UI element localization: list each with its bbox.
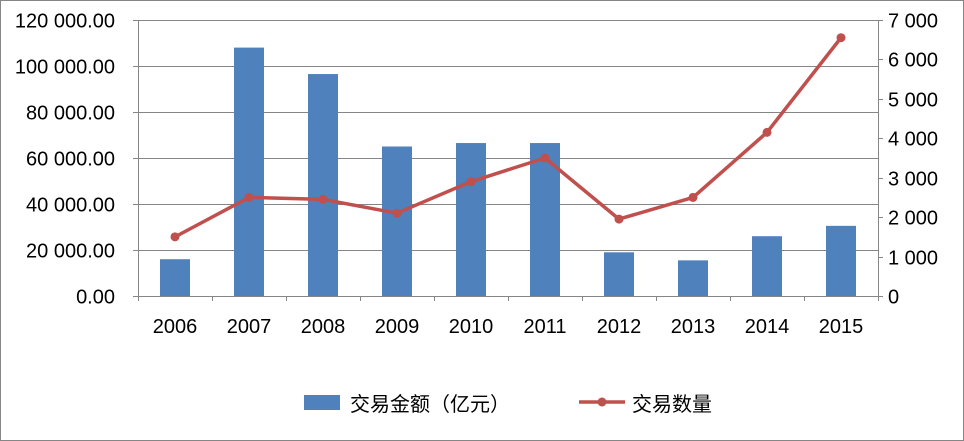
line-point-2010 xyxy=(466,177,476,187)
left-axis-tick-label: 20 000.00 xyxy=(26,241,115,263)
x-axis-tick-label: 2008 xyxy=(301,316,346,338)
left-axis-tick-label: 100 000.00 xyxy=(15,57,115,79)
x-axis-tick-label: 2013 xyxy=(671,316,716,338)
x-axis-tick-label: 2014 xyxy=(745,316,790,338)
right-axis-tick-label: 3 000 xyxy=(888,169,938,191)
bar-2013 xyxy=(678,260,708,296)
x-axis-tick-label: 2009 xyxy=(375,316,420,338)
bar-2015 xyxy=(826,225,856,296)
line-point-2011 xyxy=(540,153,550,163)
right-axis-tick-label: 1 000 xyxy=(888,248,938,270)
x-axis-tick-label: 2007 xyxy=(227,316,272,338)
legend-label-count: 交易数量 xyxy=(632,393,712,416)
bar-2008 xyxy=(308,74,338,296)
right-axis-tick-label: 6 000 xyxy=(888,50,938,72)
bar-2009 xyxy=(382,146,412,296)
bar-2011 xyxy=(530,143,560,296)
bar-2014 xyxy=(752,236,782,296)
axes xyxy=(133,20,883,301)
bar-2007 xyxy=(234,47,264,296)
line-point-2009 xyxy=(392,208,402,218)
line-point-2007 xyxy=(244,192,254,202)
line-point-2015 xyxy=(836,33,846,43)
right-axis-tick-label: 4 000 xyxy=(888,129,938,151)
x-axis-tick-label: 2011 xyxy=(523,316,566,338)
legend-label-amount: 交易金额（亿元） xyxy=(350,393,510,416)
axis-labels: 0.00 20 000.00 40 000.00 60 000.00 80 000.00… xyxy=(15,11,938,339)
x-axis-tick-label: 2006 xyxy=(153,316,198,338)
left-axis-tick-label: 120 000.00 xyxy=(15,11,115,33)
left-axis-tick-label: 60 000.00 xyxy=(26,149,115,171)
x-axis-tick-label: 2012 xyxy=(597,316,642,338)
legend: 交易金额（亿元） 交易数量 xyxy=(304,393,712,416)
line-path xyxy=(173,35,843,239)
line-point-2006 xyxy=(170,232,180,242)
legend-swatch-bar xyxy=(304,395,340,410)
bar-series xyxy=(160,47,856,296)
right-axis-tick-label: 5 000 xyxy=(888,90,938,112)
left-axis-tick-label: 80 000.00 xyxy=(26,103,115,125)
right-axis-tick-label: 0 xyxy=(888,287,899,309)
line-point-2014 xyxy=(762,127,772,137)
bar-2012 xyxy=(604,252,634,296)
line-point-2012 xyxy=(614,214,624,224)
right-axis-tick-label: 7 000 xyxy=(888,11,938,33)
right-axis-tick-label: 2 000 xyxy=(888,208,938,230)
line-point-2008 xyxy=(318,194,328,204)
legend-swatch-marker xyxy=(597,397,607,407)
line-point-2013 xyxy=(688,192,698,202)
left-axis-tick-label: 40 000.00 xyxy=(26,195,115,217)
bar-2010 xyxy=(456,143,486,296)
line-series xyxy=(170,33,846,242)
bar-2006 xyxy=(160,259,190,296)
left-axis-tick-label: 0.00 xyxy=(76,287,115,309)
x-axis-tick-label: 2010 xyxy=(449,316,494,338)
x-axis-tick-label: 2015 xyxy=(819,316,864,338)
